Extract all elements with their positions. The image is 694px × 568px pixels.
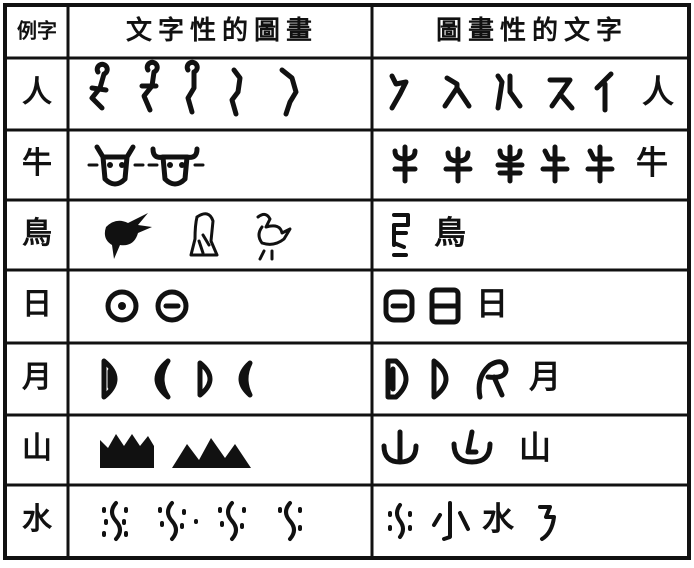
modern-character: 鳥	[434, 214, 466, 252]
pictographs	[102, 501, 302, 541]
row: 鳥 鳥	[22, 212, 466, 261]
ancient-scripts	[389, 71, 614, 113]
row-label: 月	[22, 360, 52, 395]
ancient-scripts	[388, 501, 470, 541]
pictographs	[87, 144, 205, 187]
ancient-scripts	[392, 213, 410, 257]
row-label: 水	[22, 502, 53, 537]
modern-character: 山	[519, 429, 551, 467]
table-border	[3, 3, 691, 560]
pictographs	[104, 212, 292, 261]
modern-character: 月	[529, 358, 561, 396]
ancient-scripts	[385, 358, 509, 400]
row-label: 牛	[22, 146, 52, 181]
modern-character: 牛	[636, 144, 668, 182]
modern-character: 水	[482, 500, 515, 538]
row: 月 月	[22, 358, 561, 400]
pictographs	[101, 358, 253, 400]
header-picture-writing: 文字性的圖畫	[126, 15, 318, 46]
modern-character: 人	[642, 73, 674, 111]
row: 牛 牛	[22, 144, 668, 187]
row: 水 水	[22, 500, 556, 541]
pictographs	[89, 59, 299, 117]
row-label: 日	[22, 287, 52, 322]
row-label: 人	[22, 75, 52, 110]
row: 山 山	[22, 429, 551, 468]
pictographs	[105, 289, 189, 323]
modern-character: 日	[476, 285, 508, 323]
row: 人 人	[22, 59, 674, 117]
ancient-scripts	[383, 287, 461, 325]
header-pictographic-script: 圖畫性的文字	[436, 15, 628, 46]
pictographs	[100, 434, 251, 468]
ancient-scripts	[381, 429, 493, 465]
row: 日 日	[22, 285, 508, 325]
ancient-script	[538, 505, 556, 541]
grid	[5, 5, 689, 558]
row-label: 山	[22, 431, 52, 466]
header-example: 例字	[17, 19, 57, 43]
ancient-scripts	[392, 144, 615, 184]
row-label: 鳥	[22, 216, 52, 251]
